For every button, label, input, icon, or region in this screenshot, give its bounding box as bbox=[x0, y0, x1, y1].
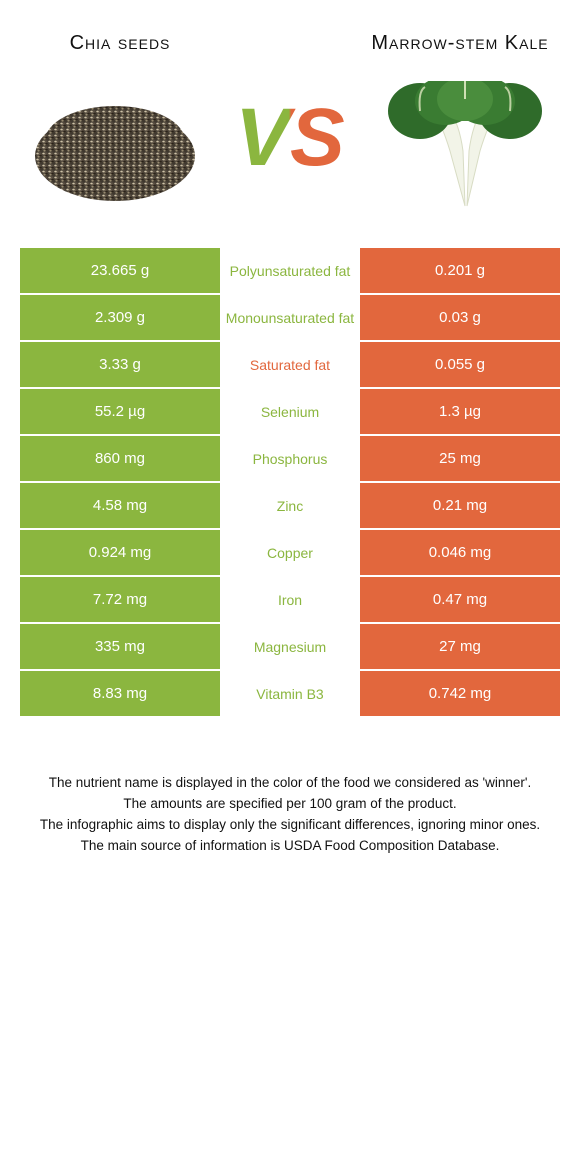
vs-label: VS bbox=[200, 83, 380, 210]
right-value: 0.21 mg bbox=[360, 483, 560, 530]
left-value: 3.33 g bbox=[20, 342, 220, 389]
footnotes: The nutrient name is displayed in the co… bbox=[20, 773, 560, 877]
table-row: 23.665 gPolyunsaturated fat0.201 g bbox=[20, 248, 560, 295]
right-value: 0.201 g bbox=[360, 248, 560, 295]
table-row: 860 mgPhosphorus25 mg bbox=[20, 436, 560, 483]
right-value: 27 mg bbox=[360, 624, 560, 671]
left-value: 7.72 mg bbox=[20, 577, 220, 624]
table-row: 2.309 gMonounsaturated fat0.03 g bbox=[20, 295, 560, 342]
right-food-title: Marrow-stem Kale bbox=[360, 30, 560, 56]
table-row: 335 mgMagnesium27 mg bbox=[20, 624, 560, 671]
nutrient-name: Magnesium bbox=[220, 624, 360, 671]
nutrient-name: Zinc bbox=[220, 483, 360, 530]
left-value: 860 mg bbox=[20, 436, 220, 483]
kale-icon bbox=[380, 81, 550, 211]
right-value: 25 mg bbox=[360, 436, 560, 483]
svg-text:VS: VS bbox=[235, 92, 344, 183]
left-value: 0.924 mg bbox=[20, 530, 220, 577]
chia-seeds-icon bbox=[30, 81, 200, 211]
table-row: 8.83 mgVitamin B30.742 mg bbox=[20, 671, 560, 718]
nutrient-name: Iron bbox=[220, 577, 360, 624]
right-value: 1.3 µg bbox=[360, 389, 560, 436]
nutrient-name: Selenium bbox=[220, 389, 360, 436]
footnote-line: The amounts are specified per 100 gram o… bbox=[30, 794, 550, 815]
infographic: Chia seeds Marrow-stem Kale bbox=[0, 0, 580, 877]
nutrient-name: Monounsaturated fat bbox=[220, 295, 360, 342]
nutrient-name: Polyunsaturated fat bbox=[220, 248, 360, 295]
nutrient-name: Copper bbox=[220, 530, 360, 577]
table-row: 3.33 gSaturated fat0.055 g bbox=[20, 342, 560, 389]
table-row: 7.72 mgIron0.47 mg bbox=[20, 577, 560, 624]
right-value: 0.03 g bbox=[360, 295, 560, 342]
footnote-line: The infographic aims to display only the… bbox=[30, 815, 550, 836]
right-value: 0.055 g bbox=[360, 342, 560, 389]
left-value: 8.83 mg bbox=[20, 671, 220, 718]
nutrient-name: Phosphorus bbox=[220, 436, 360, 483]
table-row: 4.58 mgZinc0.21 mg bbox=[20, 483, 560, 530]
nutrient-name: Vitamin B3 bbox=[220, 671, 360, 718]
left-value: 335 mg bbox=[20, 624, 220, 671]
title-row: Chia seeds Marrow-stem Kale bbox=[20, 30, 560, 56]
left-value: 23.665 g bbox=[20, 248, 220, 295]
right-value: 0.742 mg bbox=[360, 671, 560, 718]
table-row: 55.2 µgSelenium1.3 µg bbox=[20, 389, 560, 436]
footnote-line: The main source of information is USDA F… bbox=[30, 836, 550, 857]
right-value: 0.47 mg bbox=[360, 577, 560, 624]
left-value: 2.309 g bbox=[20, 295, 220, 342]
table-row: 0.924 mgCopper0.046 mg bbox=[20, 530, 560, 577]
nutrient-table: 23.665 gPolyunsaturated fat0.201 g2.309 … bbox=[20, 246, 560, 718]
right-value: 0.046 mg bbox=[360, 530, 560, 577]
left-food-title: Chia seeds bbox=[20, 30, 220, 56]
nutrient-name: Saturated fat bbox=[220, 342, 360, 389]
left-value: 55.2 µg bbox=[20, 389, 220, 436]
image-row: VS bbox=[20, 81, 560, 211]
left-value: 4.58 mg bbox=[20, 483, 220, 530]
footnote-line: The nutrient name is displayed in the co… bbox=[30, 773, 550, 794]
